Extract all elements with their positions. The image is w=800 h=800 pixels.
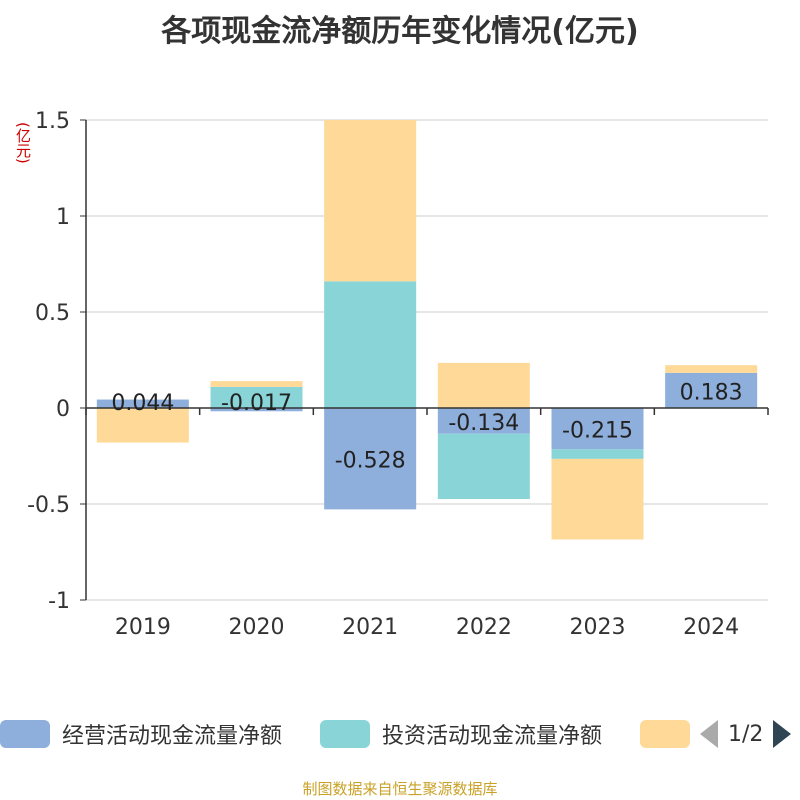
data-label-2023: -0.215 bbox=[562, 419, 633, 444]
data-label-2022: -0.134 bbox=[448, 411, 519, 436]
legend-swatch-investing bbox=[320, 720, 370, 748]
pager-prev-arrow-icon[interactable] bbox=[700, 720, 718, 748]
y-tick-label: -1 bbox=[48, 589, 70, 614]
bar-2021-series-2[interactable] bbox=[324, 120, 417, 282]
bar-2020-series-1[interactable] bbox=[210, 386, 303, 408]
bar-chart: 1.5 1 0.5 0 -0.5 -1 2019 2020 2021 2022 2023 2024 0… bbox=[27, 109, 769, 640]
y-tick-label: 1.5 bbox=[35, 109, 70, 134]
x-tick-label: 2024 bbox=[683, 615, 739, 640]
data-label-2021: -0.528 bbox=[335, 449, 406, 474]
data-label-2019: 0.044 bbox=[111, 391, 174, 416]
legend-item-operating[interactable]: 经营活动现金流量净额 bbox=[0, 716, 282, 752]
grid-lines bbox=[86, 119, 768, 601]
bars bbox=[96, 120, 758, 540]
bar-2023-series-0[interactable] bbox=[551, 408, 644, 450]
legend-label-operating: 经营活动现金流量净额 bbox=[62, 724, 283, 749]
bar-2020-series-2[interactable] bbox=[210, 381, 303, 387]
y-tick-label: -0.5 bbox=[27, 493, 70, 518]
bar-2023-series-2[interactable] bbox=[551, 458, 644, 540]
bar-2020-series-0[interactable] bbox=[210, 408, 303, 412]
y-axis-unit: (亿元) bbox=[14, 122, 32, 164]
x-tick-label: 2021 bbox=[342, 615, 398, 640]
bar-2021-series-0[interactable] bbox=[324, 408, 417, 510]
bar-2022-series-0[interactable] bbox=[437, 408, 530, 434]
bar-2021-series-1[interactable] bbox=[324, 281, 417, 408]
legend-item-investing[interactable]: 投资活动现金流量净额 bbox=[320, 716, 602, 752]
legend-swatch-financing bbox=[640, 720, 690, 748]
legend-label-investing: 投资活动现金流量净额 bbox=[382, 724, 603, 749]
legend-swatch-operating bbox=[0, 720, 50, 748]
bar-2022-series-1[interactable] bbox=[437, 433, 530, 500]
y-tick-label: 1 bbox=[56, 205, 70, 230]
legend-item-financing[interactable] bbox=[640, 716, 702, 752]
pager-next-arrow-icon[interactable] bbox=[773, 720, 792, 748]
pager-text: 1/2 bbox=[728, 721, 764, 747]
x-tick-label: 2022 bbox=[456, 615, 512, 640]
bar-2019-series-2[interactable] bbox=[96, 408, 189, 443]
data-labels: 0.044 -0.017 -0.528 -0.134 -0.215 0.183 bbox=[111, 380, 742, 473]
chart-title: 各项现金流净额历年变化情况(亿元) bbox=[161, 14, 639, 49]
data-label-2024: 0.183 bbox=[680, 380, 743, 405]
x-tick-label: 2023 bbox=[570, 615, 626, 640]
x-tick-label: 2019 bbox=[115, 615, 171, 640]
y-tick-label: 0.5 bbox=[35, 301, 70, 326]
bar-2019-series-0[interactable] bbox=[96, 399, 189, 408]
x-tick-label: 2020 bbox=[229, 615, 285, 640]
legend-pager: 1/2 bbox=[700, 716, 792, 752]
source-note: 制图数据来自恒生聚源数据库 bbox=[302, 780, 498, 798]
y-tick-label: 0 bbox=[56, 397, 70, 422]
bar-2024-series-2[interactable] bbox=[665, 365, 758, 373]
bar-2024-series-0[interactable] bbox=[665, 372, 758, 408]
bar-2022-series-2[interactable] bbox=[437, 362, 530, 408]
axes: 1.5 1 0.5 0 -0.5 -1 2019 2020 2021 2022 2023 2024 bbox=[27, 109, 769, 640]
bar-2023-series-1[interactable] bbox=[551, 449, 644, 459]
data-label-2020: -0.017 bbox=[221, 391, 292, 416]
